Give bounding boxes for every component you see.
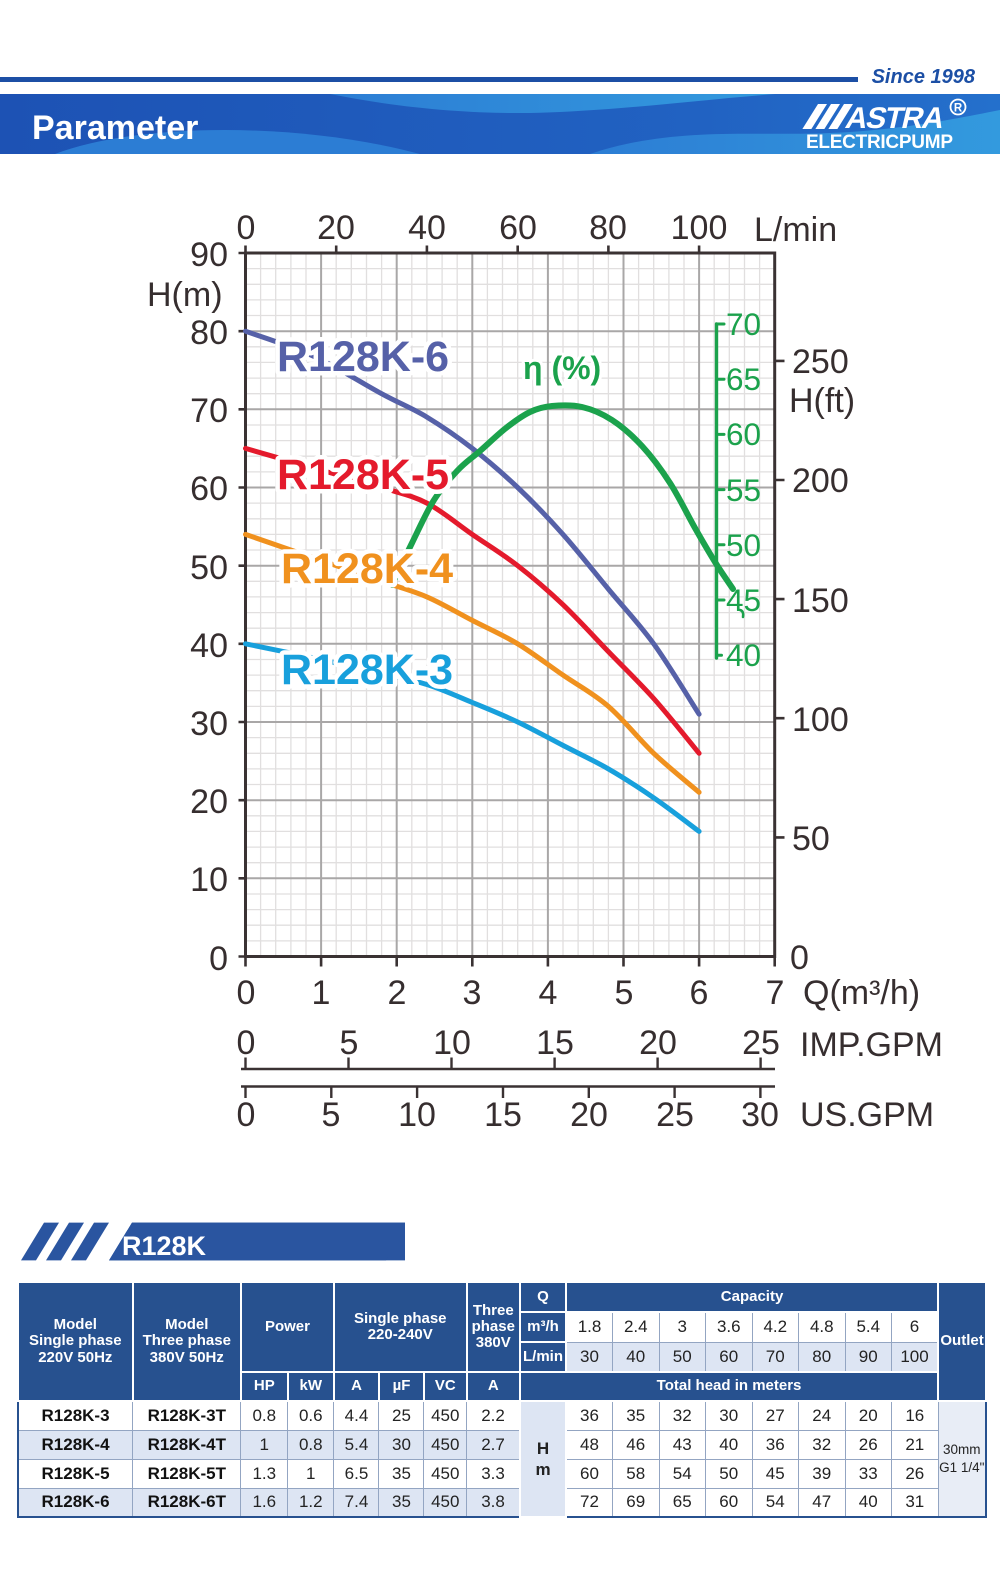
svg-text:5: 5 — [322, 1096, 341, 1134]
svg-text:2: 2 — [388, 974, 407, 1012]
svg-text:100: 100 — [671, 209, 728, 247]
svg-text:η (%): η (%) — [523, 350, 601, 386]
svg-text:R128K-3: R128K-3 — [281, 646, 453, 694]
svg-text:90: 90 — [190, 236, 228, 274]
svg-text:IMP.GPM: IMP.GPM — [800, 1026, 943, 1064]
svg-text:6: 6 — [690, 974, 709, 1012]
svg-text:50: 50 — [190, 549, 228, 587]
svg-text:3: 3 — [463, 974, 482, 1012]
svg-text:40: 40 — [726, 637, 761, 673]
svg-text:70: 70 — [726, 306, 761, 342]
svg-text:4: 4 — [539, 974, 558, 1012]
svg-text:R128K: R128K — [122, 1231, 207, 1261]
svg-text:Q(m³/h): Q(m³/h) — [803, 974, 920, 1012]
svg-text:20: 20 — [317, 209, 355, 247]
svg-text:20: 20 — [639, 1024, 677, 1062]
svg-text:1: 1 — [312, 974, 331, 1012]
svg-text:10: 10 — [433, 1024, 471, 1062]
svg-text:R128K-4: R128K-4 — [281, 545, 453, 593]
svg-text:60: 60 — [499, 209, 537, 247]
svg-text:150: 150 — [792, 582, 849, 620]
svg-text:65: 65 — [726, 361, 761, 397]
svg-text:0: 0 — [209, 940, 228, 978]
svg-text:0: 0 — [790, 939, 809, 977]
svg-text:60: 60 — [190, 470, 228, 508]
svg-text:7: 7 — [766, 974, 785, 1012]
svg-text:70: 70 — [190, 392, 228, 430]
svg-text:US.GPM: US.GPM — [800, 1096, 934, 1134]
svg-text:250: 250 — [792, 343, 849, 381]
svg-text:H(m): H(m) — [147, 276, 223, 314]
svg-text:30: 30 — [741, 1096, 779, 1134]
svg-text:R128K-6: R128K-6 — [277, 333, 449, 381]
svg-text:0: 0 — [237, 1096, 256, 1134]
svg-text:H(ft): H(ft) — [789, 382, 855, 420]
svg-text:25: 25 — [742, 1024, 780, 1062]
svg-text:ELECTRICPUMP: ELECTRICPUMP — [806, 132, 953, 153]
svg-text:ASTRA: ASTRA — [843, 101, 949, 135]
svg-text:45: 45 — [726, 582, 761, 618]
svg-text:10: 10 — [190, 861, 228, 899]
svg-text:50: 50 — [792, 820, 830, 858]
svg-text:30: 30 — [190, 705, 228, 743]
svg-text:Parameter: Parameter — [32, 109, 198, 147]
svg-text:20: 20 — [570, 1096, 608, 1134]
svg-text:R: R — [954, 103, 963, 115]
svg-text:R128K-5: R128K-5 — [277, 451, 449, 499]
svg-text:55: 55 — [726, 472, 761, 508]
svg-text:40: 40 — [408, 209, 446, 247]
svg-text:80: 80 — [190, 314, 228, 352]
svg-text:L/min: L/min — [754, 211, 837, 249]
svg-text:80: 80 — [589, 209, 627, 247]
svg-text:60: 60 — [726, 416, 761, 452]
svg-text:15: 15 — [536, 1024, 574, 1062]
svg-text:0: 0 — [237, 1024, 256, 1062]
svg-text:200: 200 — [792, 462, 849, 500]
svg-text:0: 0 — [237, 209, 256, 247]
svg-text:10: 10 — [398, 1096, 436, 1134]
svg-text:5: 5 — [340, 1024, 359, 1062]
svg-text:0: 0 — [237, 974, 256, 1012]
svg-text:5: 5 — [615, 974, 634, 1012]
svg-text:20: 20 — [190, 783, 228, 821]
svg-text:50: 50 — [726, 527, 761, 563]
svg-text:25: 25 — [656, 1096, 694, 1134]
svg-text:100: 100 — [792, 701, 849, 739]
svg-text:40: 40 — [190, 627, 228, 665]
svg-text:15: 15 — [484, 1096, 522, 1134]
